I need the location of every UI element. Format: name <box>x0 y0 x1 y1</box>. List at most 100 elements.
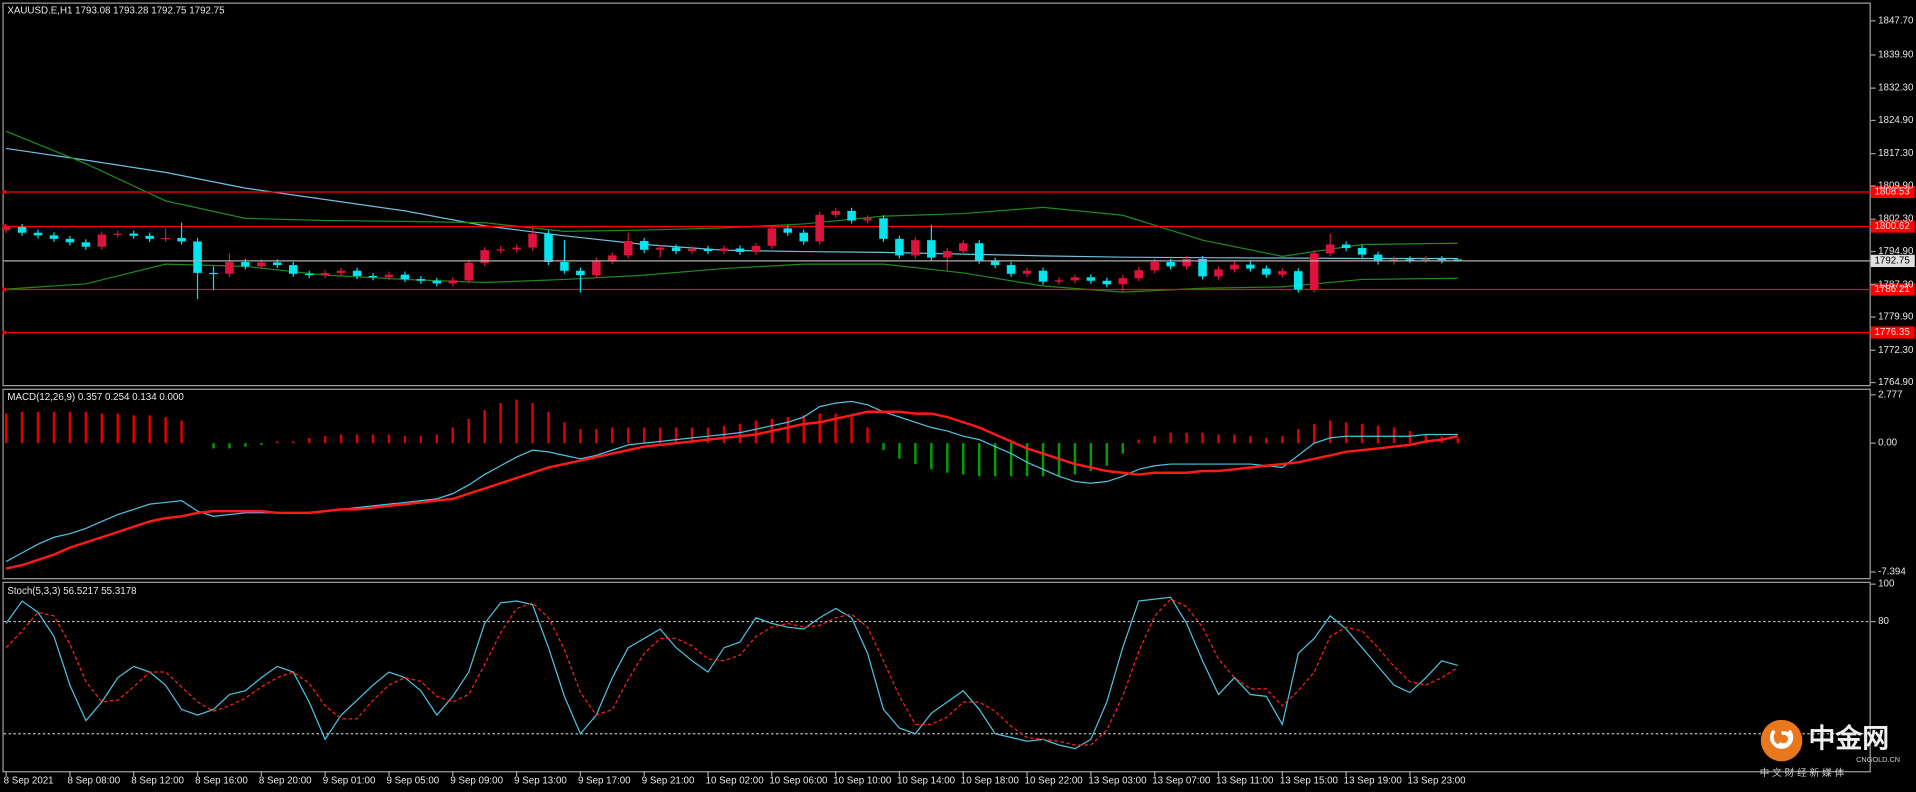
macd-histogram-bar <box>611 427 614 444</box>
macd-histogram-bar <box>483 410 486 444</box>
candle-body <box>65 238 75 243</box>
y-tick-label: 1824.90 <box>1878 115 1914 126</box>
macd-histogram-bar <box>1249 436 1252 444</box>
level-label-box <box>1870 326 1915 339</box>
candle-body <box>528 233 537 248</box>
candle-body <box>273 262 282 266</box>
candle-body <box>496 249 505 251</box>
panel-title: XAUUSD.E,H1 1793.08 1793.28 1792.75 1792… <box>7 6 225 17</box>
candle-body <box>1198 258 1207 277</box>
candle-body <box>1405 259 1415 261</box>
candle-body <box>592 260 601 276</box>
candle-body <box>831 210 840 215</box>
x-tick-label: 13 Sep 19:00 <box>1344 775 1403 786</box>
y-tick-label: 80 <box>1878 616 1889 627</box>
macd-histogram-bar <box>1025 443 1029 477</box>
macd-histogram-bar <box>674 427 678 444</box>
y-tick-label: 1772.30 <box>1878 345 1914 356</box>
macd-histogram-bar <box>1456 437 1459 444</box>
macd-histogram-bar <box>1185 432 1188 444</box>
y-tick-label: 1787.30 <box>1878 279 1914 290</box>
candle-body <box>879 218 888 239</box>
stoch-line <box>5 596 1458 750</box>
y-tick-label: 1764.90 <box>1878 377 1914 388</box>
candle-body <box>544 233 553 262</box>
level-label-box <box>1870 283 1915 296</box>
macd-histogram-bar <box>1089 443 1093 472</box>
stoch-line <box>5 598 1459 746</box>
candle-body <box>623 241 633 256</box>
macd-histogram-bar <box>1137 439 1140 444</box>
level-label: 1800.62 <box>1874 221 1909 232</box>
bid-label-box <box>1870 254 1915 268</box>
x-tick-label: 8 Sep 2021 <box>4 775 54 786</box>
macd-histogram-bar <box>1344 422 1348 444</box>
x-tick-label: 8 Sep 12:00 <box>131 775 184 786</box>
candle-body <box>1230 264 1239 270</box>
level-label: 1786.21 <box>1874 284 1909 295</box>
candle-body <box>1022 270 1032 274</box>
macd-histogram-bar <box>148 415 151 444</box>
macd-histogram-bar <box>1424 434 1428 444</box>
level-label: 1808.53 <box>1874 187 1909 198</box>
x-tick-label: 9 Sep 05:00 <box>387 775 440 786</box>
macd-histogram-bar <box>1041 443 1045 477</box>
candle-body <box>81 242 91 247</box>
macd-histogram-bar <box>1073 443 1077 475</box>
macd-histogram-bar <box>180 420 183 444</box>
candle-body <box>943 251 952 258</box>
candle-body <box>1118 278 1128 285</box>
panel-title: Stoch(5,3,3) 56.5217 55.3178 <box>7 586 136 597</box>
candle-body <box>974 243 984 261</box>
macd-histogram-bar <box>515 399 518 444</box>
macd-histogram-bar <box>20 411 24 444</box>
candle-body <box>384 274 394 278</box>
macd-histogram-bar <box>1312 423 1316 444</box>
macd-histogram-bar <box>1265 437 1268 444</box>
macd-histogram-bar <box>595 429 598 444</box>
level-marker <box>2 330 7 335</box>
x-tick-label: 13 Sep 11:00 <box>1216 775 1274 786</box>
macd-histogram-bar <box>850 417 853 444</box>
candle-body <box>735 248 745 252</box>
level-label: 1776.35 <box>1874 327 1910 338</box>
macd-histogram-bar <box>132 415 135 444</box>
candle-body <box>1246 264 1255 269</box>
macd-histogram-bar <box>292 441 295 444</box>
y-tick-label: 1779.90 <box>1878 312 1914 323</box>
watermark: 中金网 CNGOLD.CN 中 文 财 经 新 媒 体 <box>1760 719 1900 779</box>
y-tick-label: 1802.30 <box>1878 214 1914 225</box>
candle-body <box>1038 270 1048 282</box>
macd-histogram-bar <box>1408 430 1412 444</box>
candle-body <box>560 261 569 271</box>
x-tick-label: 9 Sep 13:00 <box>514 775 567 786</box>
candle-body <box>193 241 202 273</box>
macd-histogram-bar <box>1297 429 1300 444</box>
macd-histogram-bar <box>1153 436 1156 444</box>
macd-histogram-bar <box>307 437 311 444</box>
macd-histogram-bar <box>371 434 375 444</box>
level-label-box <box>1870 220 1915 233</box>
macd-histogram-bar <box>451 427 454 444</box>
macd-histogram-bar <box>802 415 805 444</box>
macd-histogram-bar <box>946 443 949 473</box>
candle-body <box>1278 271 1287 275</box>
macd-histogram-bar <box>977 443 981 477</box>
macd-histogram-bar <box>642 427 646 444</box>
macd-histogram-bar <box>1376 425 1380 444</box>
candle-body <box>1293 271 1303 290</box>
candle-body <box>1102 280 1112 285</box>
macd-histogram-bar <box>818 413 821 444</box>
macd-histogram-bar <box>1281 436 1284 444</box>
macd-panel <box>2 388 1871 580</box>
y-tick-label: -7.394 <box>1878 567 1906 578</box>
macd-histogram-bar <box>754 420 758 444</box>
y-tick-label: 100 <box>1878 579 1895 590</box>
macd-histogram-bar <box>52 411 56 444</box>
macd-histogram-bar <box>1121 443 1124 454</box>
candle-body <box>225 261 234 274</box>
candle-body <box>1086 277 1096 281</box>
candle-body <box>1166 261 1175 267</box>
watermark-name: 中金网 <box>1808 723 1889 754</box>
